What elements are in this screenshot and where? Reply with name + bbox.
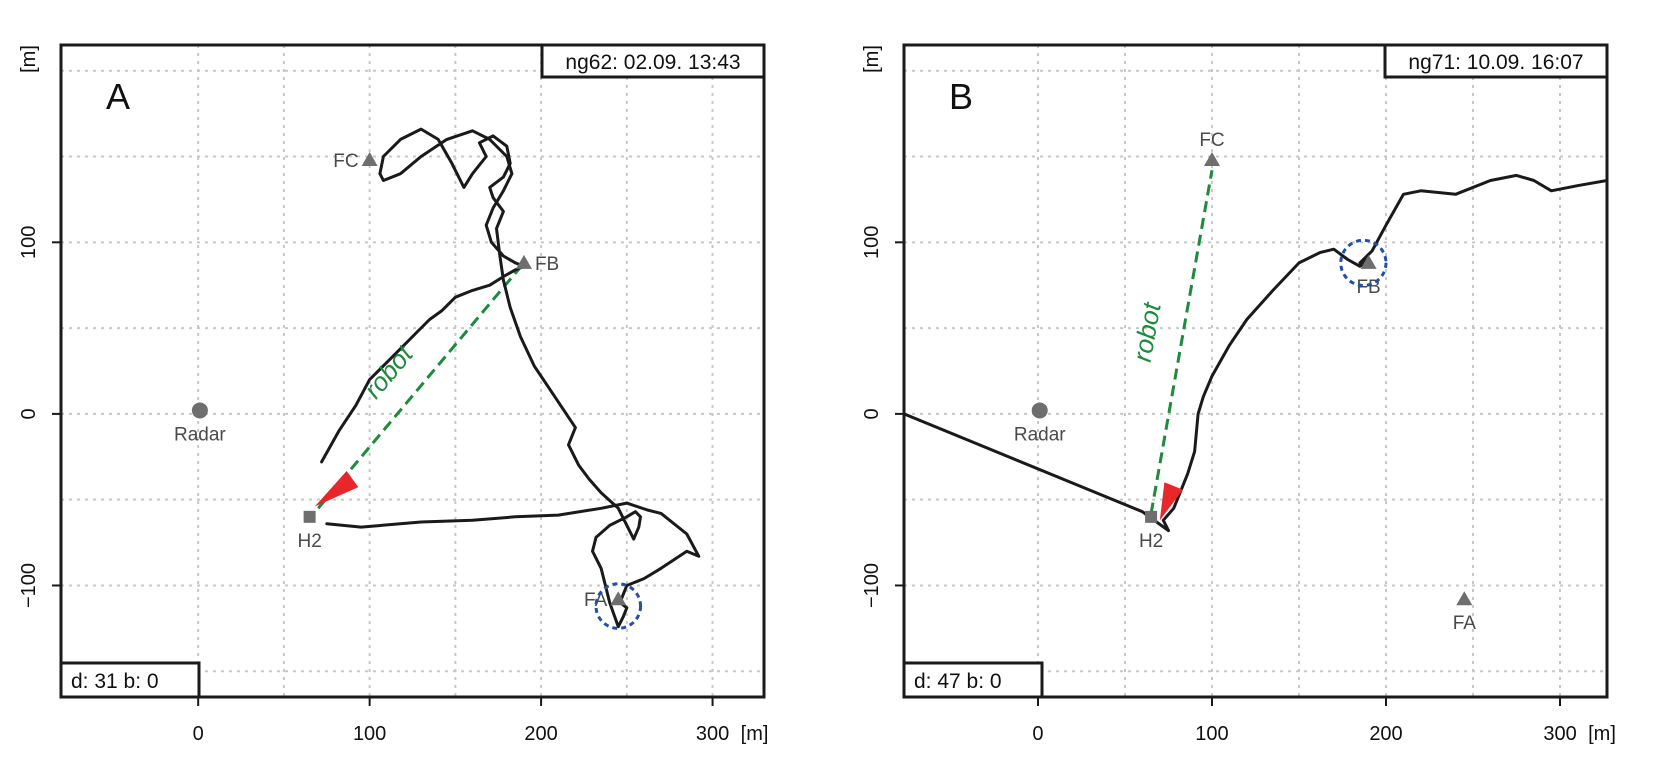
panel-b-flight-track — [904, 173, 1607, 533]
panel-b-letter: B — [949, 76, 973, 117]
panel-a-y-tick-label: 0 — [18, 408, 40, 419]
panel-a-target-circle — [594, 582, 643, 630]
panel-b-robot-line — [1149, 169, 1214, 514]
panel-a-y-unit-label: [m] — [18, 45, 40, 73]
panel-a-landmark-fb-marker — [515, 254, 532, 269]
panel-a-landmark-radar-marker — [191, 402, 208, 419]
panel-a-heading-marker — [314, 471, 359, 507]
panel-b-x-tick-label: 0 — [1032, 723, 1043, 745]
panel-b-header-label: ng71: 10.09. 16:07 — [1408, 51, 1583, 74]
panel-a-x-tick-label: 0 — [193, 723, 204, 745]
panel-a-x-unit-label: [m] — [741, 723, 769, 745]
panel-b-y-unit-label: [m] — [861, 45, 883, 73]
panel-a-x-tick-label: 100 — [353, 723, 386, 745]
panel-a-landmark-h2-label: H2 — [297, 531, 321, 552]
panel-a-robot-label: robot — [358, 338, 420, 404]
panel-b-plot-area — [904, 169, 1607, 533]
panel-b-landmark-fb-marker — [1360, 254, 1377, 269]
panel-a-flight-track — [320, 127, 701, 629]
panel-a-landmark-radar-label: Radar — [174, 424, 226, 445]
panel-b-x-tick-label: 300 — [1543, 723, 1576, 745]
panel-a-landmark-fc-marker — [361, 151, 378, 166]
panel-a-plot-area — [317, 127, 701, 629]
panel-b-robot-label: robot — [1127, 299, 1167, 364]
panel-a-y-tick-label: 100 — [18, 226, 40, 259]
panel-b-frame — [902, 43, 1609, 699]
panel-b-landmark-h2-label: H2 — [1139, 531, 1163, 552]
panel-b-footer-box — [902, 661, 1044, 699]
panel-a-footer-box — [59, 661, 201, 699]
panel-a-footer-label: d: 31 b: 0 — [71, 670, 159, 693]
panel-b-landmark-fc-marker — [1203, 151, 1220, 166]
panel-b-footer-label: d: 47 b: 0 — [914, 670, 1002, 693]
panel-a-header-box — [540, 43, 766, 79]
panel-a-y-tick-label: −100 — [18, 563, 40, 608]
panel-a-frame — [59, 43, 766, 699]
panel-a-robot-line — [317, 261, 526, 510]
panel-b-x-tick-label: 200 — [1369, 723, 1402, 745]
panel-b-x-tick-label: 100 — [1195, 723, 1228, 745]
panel-a-letter: A — [106, 76, 130, 117]
panel-b-landmark-radar-marker — [1031, 402, 1048, 419]
panel-a-header-label: ng62: 02.09. 13:43 — [565, 51, 740, 74]
panel-b-landmark-radar-label: Radar — [1014, 424, 1066, 445]
panel-b-header-box — [1383, 43, 1609, 79]
panel-b-heading-marker — [1159, 482, 1183, 521]
panel-b-y-tick-label: −100 — [861, 563, 883, 608]
panel-b-landmark-h2-marker — [1145, 510, 1158, 523]
panel-b-landmark-fa-marker — [1456, 591, 1473, 606]
panel-a-landmark-fb-label: FB — [535, 254, 559, 275]
panel-b-landmark-fb-label: FB — [1356, 277, 1380, 298]
panel-a-x-tick-label: 300 — [696, 723, 729, 745]
panel-a-landmark-fa-marker — [610, 591, 627, 606]
panel-b-landmark-fc-label: FC — [1199, 130, 1224, 151]
panel-a-landmark-fc-label: FC — [333, 151, 358, 172]
panel-a-x-tick-label: 200 — [524, 723, 557, 745]
panel-a-landmark-h2-marker — [303, 510, 316, 523]
panel-b-landmark-fa-label: FA — [1453, 613, 1477, 634]
panel-b-target-circle — [1339, 238, 1388, 288]
panel-b-y-tick-label: 0 — [861, 408, 883, 419]
panel-b-x-unit-label: [m] — [1588, 723, 1616, 745]
panel-b-y-tick-label: 100 — [861, 226, 883, 259]
